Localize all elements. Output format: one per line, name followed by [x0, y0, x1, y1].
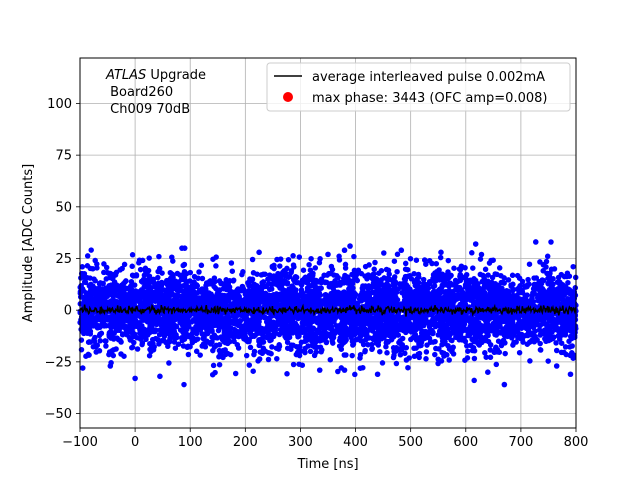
legend-label-max-phase: max phase: 3443 (OFC amp=0.008) — [312, 91, 547, 106]
annotation-line3: Ch009 70dB — [106, 102, 190, 117]
x-tick-label: 500 — [398, 435, 423, 450]
x-tick-label: 600 — [453, 435, 478, 450]
y-tick-label: 100 — [47, 97, 72, 112]
scatter-point — [256, 249, 262, 256]
plot-area — [80, 58, 576, 428]
y-tick-label: −50 — [45, 407, 72, 422]
legend-marker-swatch — [283, 92, 293, 102]
scatter-point-cloud — [77, 239, 579, 388]
scatter-point — [398, 247, 405, 254]
annotation-line2: Board260 — [106, 85, 173, 100]
average-pulse-line-layer — [79, 303, 577, 317]
plot-frame — [79, 57, 577, 429]
legend-box — [266, 62, 571, 112]
average-pulse-line — [79, 303, 577, 317]
annotation-atlas: ATLAS — [105, 68, 146, 83]
scatter-point — [553, 363, 560, 369]
x-axis-label: Time [ns] — [296, 457, 358, 472]
x-axis-ticks: −100 0 100 200 300 400 500 600 700 800 — [62, 428, 588, 450]
x-tick-label: 400 — [343, 435, 368, 450]
scatter-point — [341, 247, 348, 254]
annotation-line1: ATLAS Upgrade — [105, 68, 206, 83]
scatter-point — [472, 241, 479, 247]
scatter-point — [532, 239, 539, 245]
scatter-point — [157, 373, 163, 380]
scatter-point — [567, 371, 574, 378]
legend-label-average-pulse: average interleaved pulse 0.002mA — [312, 70, 545, 85]
scatter-point — [107, 363, 114, 369]
y-axis-label: Amplitude [ADC Counts] — [21, 164, 36, 322]
y-tick-label: 25 — [55, 252, 72, 267]
scatter-point — [325, 251, 331, 258]
x-tick-label: 100 — [178, 435, 203, 450]
x-tick-label: 0 — [131, 435, 139, 450]
scatter-point — [132, 375, 138, 382]
scatter-point — [79, 365, 86, 371]
x-tick-label: −100 — [62, 435, 98, 450]
y-tick-label: 50 — [55, 200, 72, 215]
scatter-point — [341, 367, 348, 373]
scatter-point — [347, 243, 353, 249]
x-tick-label: 200 — [233, 435, 258, 450]
y-tick-label: 75 — [55, 149, 72, 164]
scatter-point — [316, 367, 323, 373]
scatter-point — [374, 371, 381, 378]
scatter-point — [438, 249, 444, 256]
scatter-point — [485, 369, 491, 375]
scatter-series — [77, 239, 579, 388]
y-tick-label: −25 — [45, 355, 72, 370]
x-tick-label: 800 — [564, 435, 589, 450]
scatter-point — [501, 381, 508, 388]
legend: average interleaved pulse 0.002mA max ph… — [266, 62, 571, 112]
x-tick-label: 700 — [508, 435, 533, 450]
y-axis-ticks: −50 −25 0 25 50 75 100 — [45, 97, 80, 422]
x-tick-label: 300 — [288, 435, 313, 450]
y-tick-label: 0 — [64, 304, 72, 319]
annotation-upgrade: Upgrade — [146, 68, 206, 83]
scatter-point — [181, 245, 188, 251]
